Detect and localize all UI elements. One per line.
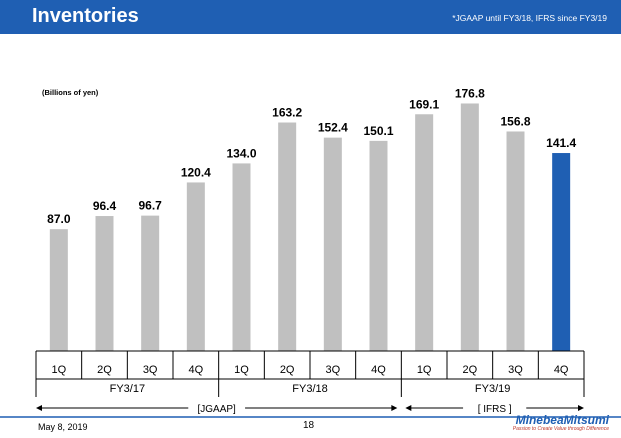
unit-label: (Billions of yen) [42, 88, 99, 97]
bar [369, 140, 388, 351]
header-bar: Inventories *JGAAP until FY3/18, IFRS si… [0, 0, 621, 34]
bar [49, 229, 68, 351]
tick-label: 2Q [97, 364, 112, 376]
data-label: 87.0 [47, 212, 71, 226]
bar [141, 215, 160, 351]
ifrs-range-arrowhead [405, 405, 412, 411]
data-label: 163.2 [272, 106, 302, 120]
tick-label: 4Q [371, 364, 386, 376]
page-number: 18 [303, 420, 315, 431]
data-label: 134.0 [226, 146, 256, 160]
data-label: 141.4 [546, 136, 576, 150]
footer-date: May 8, 2019 [38, 422, 88, 432]
data-label: 96.4 [93, 199, 117, 213]
data-label: 96.7 [138, 199, 162, 213]
bar [415, 114, 434, 351]
tick-label: 3Q [508, 364, 523, 376]
group-label: FY3/17 [110, 383, 145, 395]
group-label: FY3/19 [475, 383, 510, 395]
data-label: 156.8 [500, 114, 530, 128]
bar [323, 137, 342, 351]
data-label: 152.4 [318, 121, 348, 135]
bar [95, 216, 114, 351]
jgaap-range-arrowhead [391, 405, 398, 411]
logo-tagline: Passion to Create Value through Differen… [512, 426, 609, 432]
data-label: 169.1 [409, 97, 439, 111]
data-label: 120.4 [181, 165, 211, 179]
accounting-note: *JGAAP until FY3/18, IFRS since FY3/19 [452, 13, 607, 23]
tick-label: 1Q [417, 364, 432, 376]
tick-label: 1Q [51, 364, 66, 376]
group-label: FY3/18 [292, 383, 327, 395]
tick-label: 1Q [234, 364, 249, 376]
ifrs-range-arrowhead [578, 405, 584, 411]
tick-label: 3Q [143, 364, 158, 376]
bar [552, 153, 571, 351]
company-logo: MinebeaMitsumi Passion to Create Value t… [513, 414, 609, 432]
bar [460, 103, 479, 351]
data-label: 176.8 [455, 86, 485, 100]
tick-label: 4Q [188, 364, 203, 376]
bar [278, 122, 297, 352]
tick-label: 4Q [554, 364, 569, 376]
bar [186, 182, 205, 351]
ifrs-range-label: [ IFRS ] [478, 404, 512, 415]
jgaap-range-label: [JGAAP] [197, 404, 236, 415]
tick-label: 2Q [280, 364, 295, 376]
tick-label: 3Q [325, 364, 340, 376]
tick-label: 2Q [462, 364, 477, 376]
jgaap-range-arrowhead [36, 405, 42, 411]
page-title: Inventories [32, 5, 139, 27]
bar [232, 163, 251, 351]
data-label: 150.1 [363, 124, 393, 138]
logo-name: MinebeaMitsumi [515, 413, 609, 427]
bar [506, 131, 525, 351]
